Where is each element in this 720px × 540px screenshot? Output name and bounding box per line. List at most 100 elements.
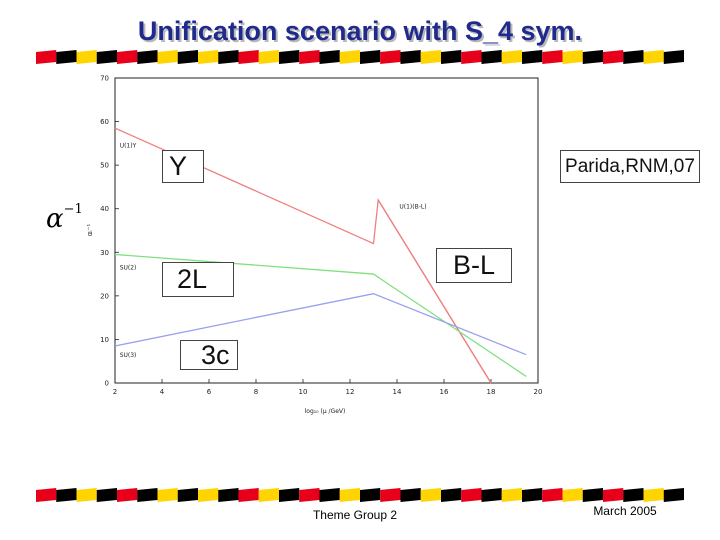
curve-label: SU(3) xyxy=(120,352,137,359)
curve-label: U(1)(B-L) xyxy=(399,204,426,211)
series-line-3 xyxy=(114,293,527,356)
x-tick-label: 4 xyxy=(160,388,165,396)
stripe-segment xyxy=(603,488,624,502)
label-3c: 3c xyxy=(180,340,238,370)
stripe-segment xyxy=(218,50,239,64)
stripe-segment xyxy=(117,50,138,64)
stripe-segment xyxy=(238,488,259,502)
stripe-segment xyxy=(562,50,583,64)
stripe-segment xyxy=(238,50,259,64)
stripe-segment xyxy=(481,488,502,502)
x-tick-label: 14 xyxy=(393,388,402,396)
stripe-segment xyxy=(441,50,462,64)
stripe-segment xyxy=(582,488,603,502)
y-tick-label: 40 xyxy=(100,205,109,213)
stripe-segment xyxy=(299,488,320,502)
stripe-segment xyxy=(339,488,360,502)
stripe-segment xyxy=(96,50,117,64)
bottom-decorative-stripe xyxy=(36,488,684,502)
stripe-segment xyxy=(623,50,644,64)
stripe-segment xyxy=(117,488,138,502)
label-citation: Parida,RNM,07 xyxy=(560,150,700,183)
stripe-segment xyxy=(319,50,340,64)
stripe-segment xyxy=(56,488,77,502)
y-tick-label: 50 xyxy=(100,162,109,170)
stripe-segment xyxy=(623,488,644,502)
stripe-segment xyxy=(643,50,664,64)
series-line-2 xyxy=(114,253,527,378)
stripe-segment xyxy=(258,50,279,64)
alpha-symbol: α xyxy=(46,204,64,234)
stripe-segment xyxy=(643,488,664,502)
stripe-segment xyxy=(420,488,441,502)
stripe-segment xyxy=(76,50,97,64)
stripe-segment xyxy=(360,488,381,502)
stripe-segment xyxy=(501,488,522,502)
stripe-segment xyxy=(542,488,563,502)
stripe-segment xyxy=(380,50,401,64)
x-axis-label: log₁₀ (μ /GeV) xyxy=(305,408,346,415)
y-axis-ticks: 0 10 20 30 40 50 60 70 xyxy=(100,75,119,388)
stripe-segment xyxy=(380,488,401,502)
top-decorative-stripe xyxy=(36,50,684,64)
label-y: Y xyxy=(162,150,204,183)
stripe-segment xyxy=(420,50,441,64)
y-tick-label: 30 xyxy=(100,249,109,257)
stripe-segment xyxy=(542,50,563,64)
label-b-minus-l: B-L xyxy=(436,248,512,283)
stripe-segment xyxy=(461,488,482,502)
stripe-segment xyxy=(481,50,502,64)
x-tick-label: 10 xyxy=(299,388,308,396)
stripe-segment xyxy=(299,50,320,64)
y-tick-label: 10 xyxy=(100,336,109,344)
stripe-segment xyxy=(562,488,583,502)
stripe-segment xyxy=(279,50,300,64)
stripe-segment xyxy=(360,50,381,64)
footer-date: March 2005 xyxy=(593,504,657,518)
stripe-segment xyxy=(582,50,603,64)
x-tick-label: 20 xyxy=(534,388,543,396)
stripe-segment xyxy=(56,50,77,64)
stripe-segment xyxy=(76,488,97,502)
stripe-segment xyxy=(522,488,543,502)
series-lines xyxy=(114,127,527,384)
stripe-segment xyxy=(522,50,543,64)
stripe-segment xyxy=(137,488,158,502)
stripe-segment xyxy=(258,488,279,502)
stripe-segment xyxy=(400,488,421,502)
stripe-segment xyxy=(157,488,178,502)
stripe-segment xyxy=(198,488,219,502)
stripe-segment xyxy=(177,50,198,64)
footer-group-label: Theme Group 2 xyxy=(312,508,398,522)
y-axis-label: αᵢ⁻¹ xyxy=(86,224,94,237)
stripe-segment xyxy=(461,50,482,64)
y-tick-label: 60 xyxy=(100,118,109,126)
x-tick-label: 18 xyxy=(487,388,496,396)
plot-background xyxy=(80,68,550,420)
series-line-1 xyxy=(377,199,492,384)
stripe-segment xyxy=(400,50,421,64)
stripe-segment xyxy=(663,50,684,64)
stripe-segment xyxy=(177,488,198,502)
alpha-exponent: −1 xyxy=(63,202,83,218)
x-tick-label: 2 xyxy=(113,388,117,396)
slide-title: Unification scenario with S_4 sym. xyxy=(137,16,583,46)
stripe-segment xyxy=(137,50,158,64)
label-2l: 2L xyxy=(162,262,234,297)
stripe-segment xyxy=(279,488,300,502)
stripe-segment xyxy=(218,488,239,502)
x-tick-label: 6 xyxy=(207,388,212,396)
stripe-segment xyxy=(36,50,57,64)
stripe-segment xyxy=(603,50,624,64)
plot-frame xyxy=(114,77,539,384)
stripe-segment xyxy=(157,50,178,64)
x-tick-label: 12 xyxy=(346,388,355,396)
x-tick-label: 16 xyxy=(440,388,449,396)
y-tick-label: 70 xyxy=(100,75,109,83)
curve-label: U(1)Y xyxy=(120,143,137,150)
stripe-segment xyxy=(441,488,462,502)
stripe-segment xyxy=(319,488,340,502)
alpha-inverse-symbol: α−1 xyxy=(46,202,83,234)
stripe-segment xyxy=(96,488,117,502)
